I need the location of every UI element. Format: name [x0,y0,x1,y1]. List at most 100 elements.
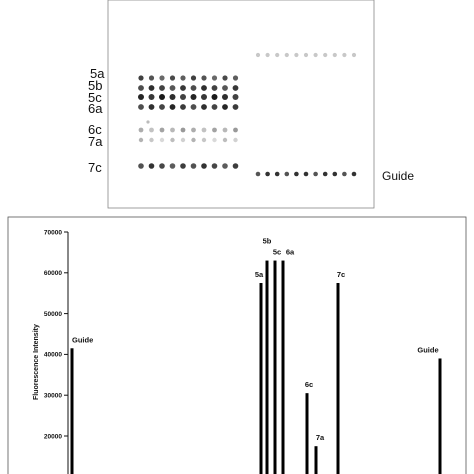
blot-dot [201,104,207,110]
blot-dot [222,163,228,169]
blot-dot [211,75,218,81]
bar-6a [281,260,285,474]
blot-dot [201,94,207,100]
y-ticks: 20000 30000 40000 50000 60000 70000 [44,229,68,440]
blot-dot [148,104,155,110]
blot-dot [211,104,218,110]
blot-dot [148,75,155,81]
blot-dot [201,163,207,169]
row-label-6c: 6c [88,122,102,137]
blot-dot [169,94,176,100]
blot-dot [159,163,165,169]
bar-7a [314,446,318,474]
blot-dot [222,75,228,81]
row-label-5b: 5b [88,78,102,93]
blot-dot [180,94,186,100]
guide-dot [255,171,261,177]
blot-dot [170,137,175,143]
row-label-5c: 5c [88,90,102,105]
chart-frame [7,216,467,474]
guide-dot [284,171,290,177]
bar-label: 6c [305,380,313,389]
blot-dot [232,75,239,81]
blot-dot [233,137,238,143]
guide-dot [294,52,299,58]
guide-dot [322,171,328,177]
y-tick-label: 70000 [44,229,62,236]
blot-dot [222,104,228,110]
blot-dot [180,75,186,81]
blot-dots [138,52,357,177]
blot-dot [138,94,144,100]
blot-dot [149,127,154,133]
blot-dot [148,94,155,100]
guide-dot [275,52,280,58]
blot-dot [169,104,176,110]
guide-dot [313,52,318,58]
blot-dot [222,127,228,133]
blot-dot [159,104,165,110]
blot-dot [191,137,196,143]
blot-dot [201,137,207,143]
blot-dot [232,85,239,91]
blot-dot [211,94,218,100]
bar-5c [273,260,277,474]
guide-dot [351,171,357,177]
blot-dot [201,127,207,133]
blot-dot [233,127,238,133]
blot-dot [190,85,197,91]
y-tick-label: 30000 [44,393,62,400]
blot-dot [232,94,239,100]
bar-chart-panel: 20000 30000 40000 50000 60000 70000 Fluoresce… [7,216,467,474]
guide-dot [351,52,357,58]
guide-dot [313,171,318,177]
blot-dot [170,127,175,133]
blot-dot [169,75,176,81]
blot-dot [212,127,217,133]
guide-dot [342,52,347,58]
bar-label: Guide [417,345,438,354]
blot-dot [211,85,218,91]
blot-dot [232,104,239,110]
row-label-7a: 7a [88,134,103,149]
y-axis-title: Fluorescence Intensity [33,324,40,400]
blot-dot [180,163,186,169]
blot-dot [138,127,144,133]
guide-dot [342,171,347,177]
blot-dot [201,85,207,91]
blot-dot [148,163,155,169]
blot-dot [222,85,228,91]
bar-label: 5b [263,237,272,246]
blot-dot [180,137,186,143]
bar-guide [438,358,442,474]
row-label-7c: 7c [88,160,102,175]
row-label-6a: 6a [88,101,103,116]
guide-dot [323,52,328,58]
bar-label: 6a [286,248,295,257]
blot-dot [159,75,165,81]
blot-dot [180,104,186,110]
guide-dot [265,52,270,58]
bar-7c [336,283,340,474]
blot-dot [201,75,207,81]
guide-label: Guide [382,169,414,183]
guide-dot [255,52,261,58]
guide-dot [303,171,309,177]
blot-dot [212,137,217,143]
guide-dot [332,52,337,58]
blot-dot [169,85,176,91]
bar-label: 5c [273,248,281,257]
blot-dot [222,94,228,100]
guide-dot [274,171,280,177]
blot-dot [138,163,144,169]
bar-label: 7c [337,270,345,279]
blot-dot [159,85,165,91]
blot-frame [107,0,375,209]
bar-5b [265,260,269,474]
guide-dot [294,171,299,177]
guide-dot [265,171,270,177]
blot-dot [138,137,144,143]
y-tick-label: 50000 [44,311,62,318]
